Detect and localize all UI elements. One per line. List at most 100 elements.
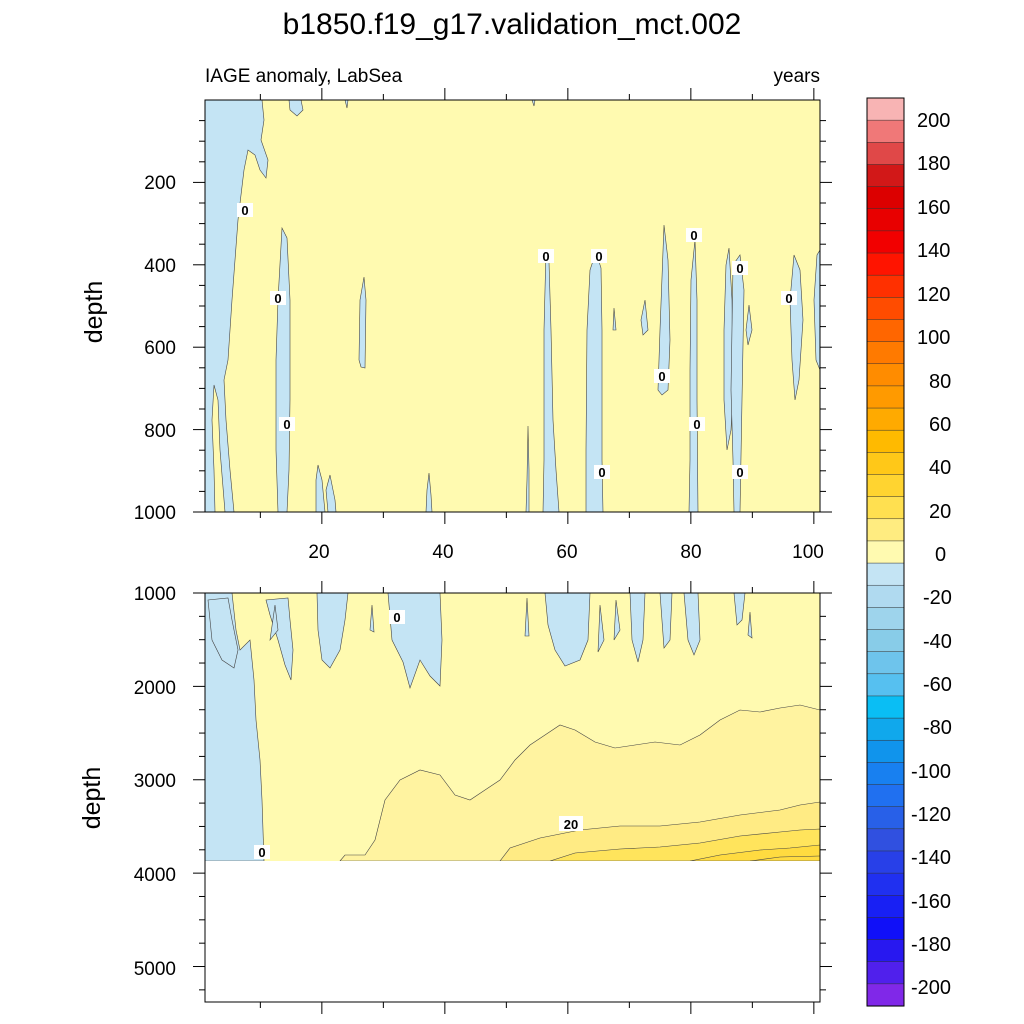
colorbar-label: 160 <box>917 197 950 219</box>
colorbar-swatch <box>866 651 905 675</box>
colorbar-label: 20 <box>929 501 951 523</box>
negative-region <box>369 604 375 633</box>
bottom-panel-field <box>205 593 820 861</box>
chart-title: b1850.f19_g17.validation_mct.002 <box>283 8 742 41</box>
colorbar-swatch <box>866 872 905 896</box>
colorbar-swatch <box>866 186 905 210</box>
negative-region <box>629 593 646 663</box>
negative-region <box>315 464 326 512</box>
colorbar-label: 120 <box>917 284 950 306</box>
colorbar-swatch <box>866 850 905 874</box>
colorbar-label: -160 <box>911 891 951 913</box>
negative-region <box>205 593 265 861</box>
negative-region <box>425 472 433 512</box>
colorbar-swatch <box>866 518 905 542</box>
colorbar-swatch <box>866 562 905 586</box>
colorbar-label: -100 <box>911 761 951 783</box>
svg-text:0: 0 <box>736 261 743 276</box>
contour-label: 20 <box>559 816 583 832</box>
contour-label: 0 <box>279 417 295 432</box>
colorbar-swatch <box>866 828 905 852</box>
contour-label: 0 <box>594 465 610 480</box>
colorbar-frame <box>866 97 905 1007</box>
bottom-plot-frame <box>204 592 821 1003</box>
negative-region <box>207 597 239 669</box>
colorbar-label: 140 <box>917 240 950 262</box>
svg-text:0: 0 <box>393 610 400 625</box>
top-y-axis-label: depth <box>80 281 108 344</box>
negative-region <box>269 604 279 642</box>
colorbar-label: 60 <box>929 414 951 436</box>
y-tick-label: 600 <box>144 338 176 359</box>
colorbar-swatch <box>866 784 905 808</box>
contour-label: 0 <box>732 261 748 276</box>
svg-text:0: 0 <box>241 203 248 218</box>
negative-region <box>657 224 671 396</box>
negative-region <box>612 307 617 331</box>
colorbar-label: 200 <box>917 110 950 132</box>
colorbar-swatch <box>866 385 905 409</box>
negative-region <box>597 604 605 653</box>
colorbar-swatch <box>866 208 905 232</box>
colorbar-swatch <box>866 673 905 697</box>
top-x-tick-labels: 20 40 60 80 100 <box>308 542 823 563</box>
y-tick-label: 5000 <box>134 959 176 980</box>
svg-text:0: 0 <box>274 291 281 306</box>
x-tick-label: 20 <box>308 542 329 563</box>
colorbar <box>866 97 905 1007</box>
colorbar-label: -40 <box>923 631 952 653</box>
contour-label: 0 <box>689 417 705 432</box>
contour-label: 0 <box>538 249 554 264</box>
top-tick-marks <box>193 88 832 524</box>
colorbar-swatch <box>866 164 905 188</box>
svg-text:0: 0 <box>785 291 792 306</box>
bottom-contour-labels: 0 0 20 <box>254 610 583 860</box>
colorbar-swatch <box>866 584 905 608</box>
colorbar-swatch <box>866 939 905 963</box>
negative-region <box>544 593 591 667</box>
colorbar-swatch <box>866 142 905 165</box>
top-y-tick-labels: 200 400 600 800 1000 <box>134 173 176 524</box>
x-tick-label: 40 <box>432 542 453 563</box>
negative-region <box>640 299 649 336</box>
negative-region <box>524 597 530 637</box>
negative-region <box>205 100 269 512</box>
colorbar-label: -120 <box>911 804 951 826</box>
colorbar-label: 40 <box>929 457 951 479</box>
colorbar-label: 80 <box>929 371 951 393</box>
negative-region <box>733 593 746 626</box>
negative-region <box>745 304 753 346</box>
y-tick-label: 200 <box>144 173 176 194</box>
left-subtitle: IAGE anomaly, LabSea <box>205 66 403 87</box>
colorbar-label: -200 <box>911 977 951 999</box>
svg-text:0: 0 <box>283 417 290 432</box>
negative-region <box>659 593 673 649</box>
colorbar-label: -60 <box>923 674 952 696</box>
negative-region <box>525 425 530 512</box>
colorbar-swatch <box>866 762 905 786</box>
contour-label: 0 <box>591 249 607 264</box>
colorbar-swatch <box>866 230 905 254</box>
svg-text:0: 0 <box>598 465 605 480</box>
y-tick-label: 1000 <box>134 584 176 605</box>
svg-text:0: 0 <box>595 249 602 264</box>
bottom-y-axis-label: depth <box>78 767 106 830</box>
svg-text:0: 0 <box>693 417 700 432</box>
y-tick-label: 2000 <box>134 678 176 699</box>
colorbar-label: -20 <box>923 587 952 609</box>
negative-region <box>316 593 349 669</box>
colorbar-labels: 200 180 160 140 120 100 80 60 40 20 0 -2… <box>911 110 952 999</box>
svg-text:20: 20 <box>564 817 578 832</box>
colorbar-swatch <box>866 341 905 365</box>
positive-contour-line <box>749 855 820 861</box>
colorbar-swatch <box>866 97 905 121</box>
colorbar-swatch <box>866 274 905 298</box>
colorbar-swatch <box>866 739 905 763</box>
colorbar-label: -80 <box>923 717 952 739</box>
colorbar-swatch <box>866 297 905 321</box>
colorbar-swatch <box>866 252 905 276</box>
contour-label: 0 <box>254 845 270 860</box>
negative-region <box>747 611 753 639</box>
colorbar-swatch <box>866 496 905 520</box>
